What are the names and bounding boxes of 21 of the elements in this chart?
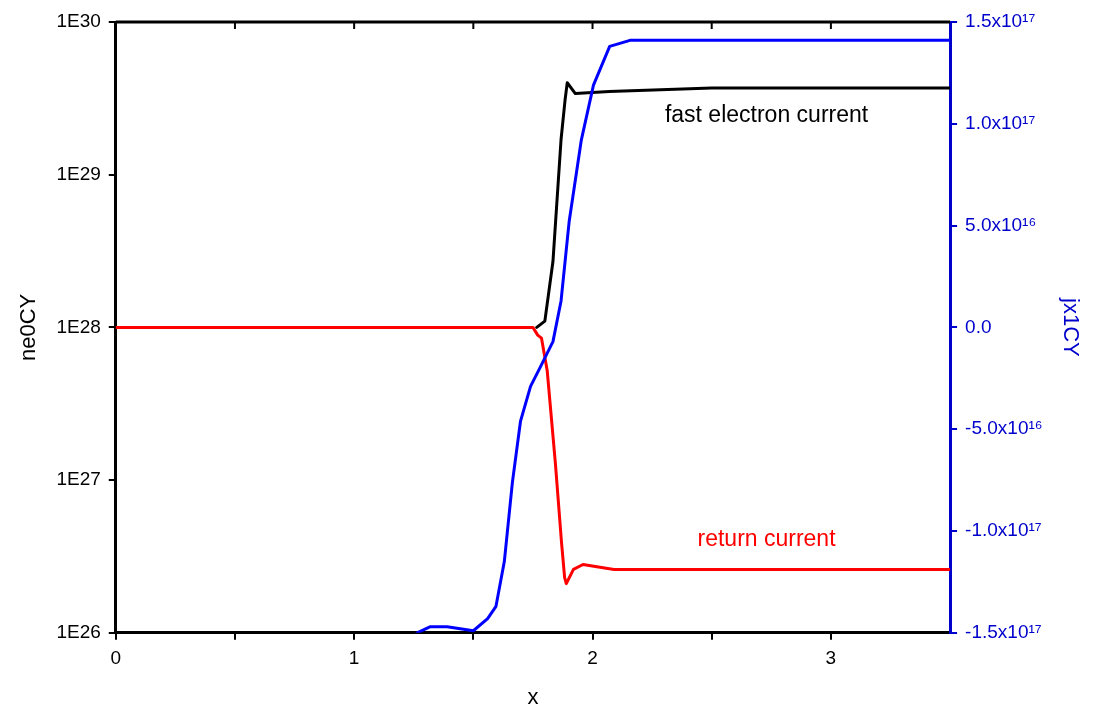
- x-tick-label: 2: [587, 647, 598, 669]
- x-tick-label: 3: [825, 647, 837, 669]
- y-tick-label: 1E26: [56, 621, 101, 643]
- y-tick-label: 1E27: [56, 468, 101, 490]
- y2-tick-label: 1.0x10¹⁷: [965, 112, 1036, 134]
- series-label: return current: [697, 524, 837, 551]
- y2-tick-label: -1.5x10¹⁷: [965, 621, 1042, 643]
- y2-tick-label: 1.5x10¹⁷: [965, 10, 1036, 32]
- x-tick-label: 1: [348, 647, 360, 669]
- y2-tick-label: 0.0: [965, 315, 992, 337]
- y-tick-label: 1E30: [56, 10, 101, 32]
- y2-tick-label: -5.0x10¹⁶: [965, 417, 1043, 439]
- x-axis-title: x: [527, 683, 539, 709]
- y-axis-title: ne0CY: [15, 293, 41, 362]
- y2-axis-title: jx1CY: [1058, 297, 1084, 358]
- y2-tick-label: -1.0x10¹⁷: [965, 519, 1042, 541]
- y2-tick-label: 5.0x10¹⁶: [965, 213, 1037, 235]
- y-tick-label: 1E28: [56, 315, 101, 337]
- series-label: fast electron current: [664, 101, 869, 128]
- x-tick-label: 0: [110, 647, 122, 669]
- y-tick-label: 1E29: [56, 162, 101, 184]
